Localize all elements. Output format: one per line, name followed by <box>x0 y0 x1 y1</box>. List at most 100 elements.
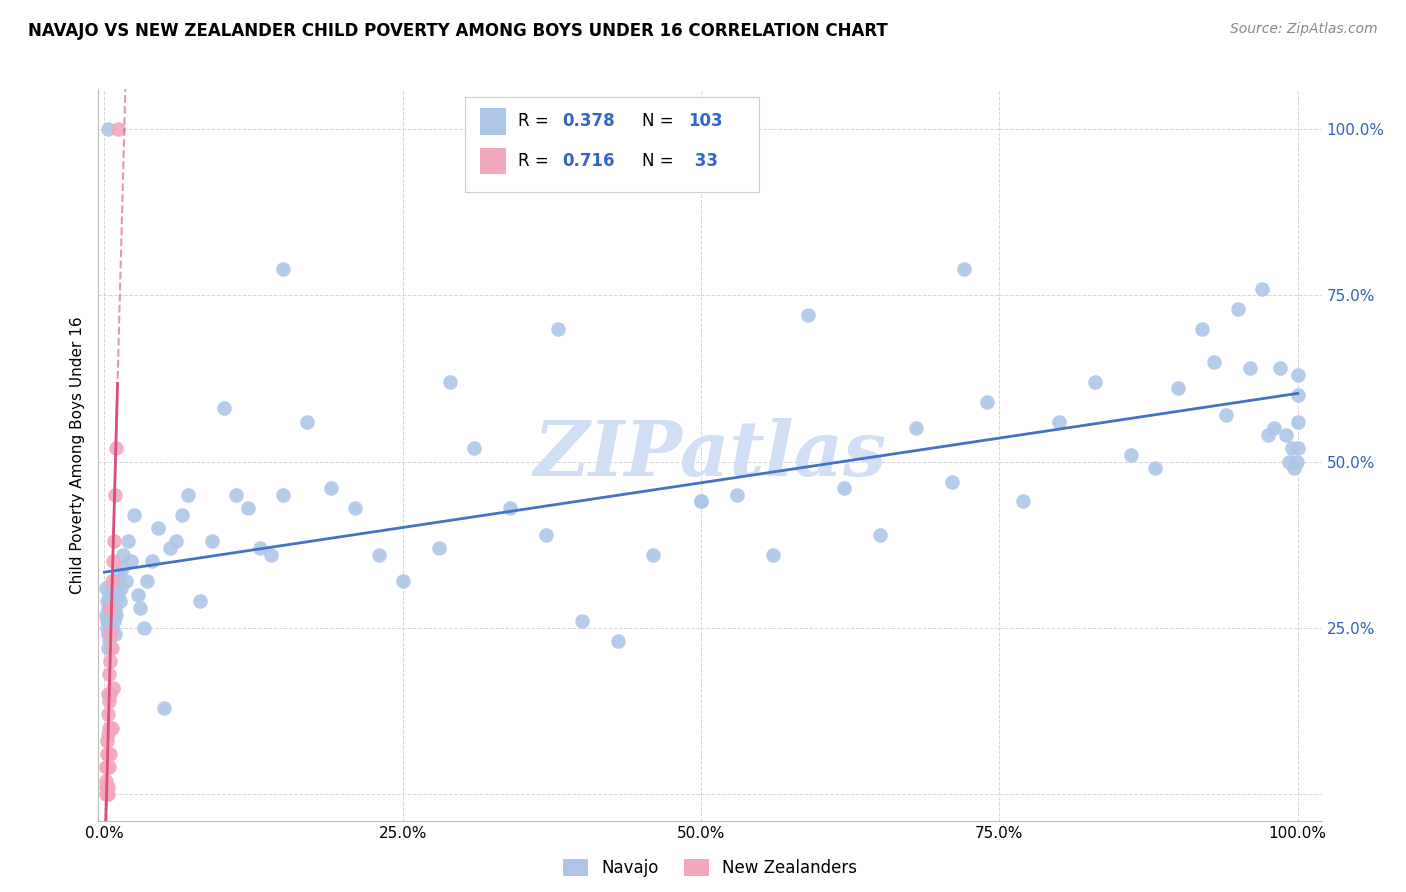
Point <box>100 621 122 635</box>
Point <box>343 501 366 516</box>
Text: Source: ZipAtlas.com: Source: ZipAtlas.com <box>1230 22 1378 37</box>
Point <box>1119 448 1142 462</box>
Point <box>1012 494 1035 508</box>
Point <box>606 634 628 648</box>
Point <box>97 687 120 701</box>
Point <box>762 548 785 562</box>
Point <box>1167 381 1189 395</box>
Point <box>94 581 117 595</box>
Point <box>94 787 117 801</box>
Point <box>1278 454 1301 468</box>
Point <box>117 534 139 549</box>
Point <box>1286 388 1309 402</box>
Point <box>1251 282 1274 296</box>
Point <box>212 401 235 416</box>
Point <box>96 594 118 608</box>
Point <box>153 700 176 714</box>
Point <box>132 621 155 635</box>
Point <box>177 488 200 502</box>
Point <box>98 634 121 648</box>
Point <box>1239 361 1261 376</box>
Point <box>1285 454 1308 468</box>
Point <box>97 787 120 801</box>
Point <box>98 588 121 602</box>
Point <box>101 554 124 568</box>
Point <box>115 574 138 589</box>
Point <box>976 394 998 409</box>
Point <box>690 494 713 508</box>
Point <box>165 534 187 549</box>
Point <box>1143 461 1166 475</box>
Point <box>98 627 121 641</box>
Point <box>97 600 120 615</box>
Point <box>98 667 121 681</box>
Point <box>94 760 117 774</box>
Point <box>97 747 120 761</box>
Point <box>1286 415 1309 429</box>
Point <box>107 588 129 602</box>
Point <box>1263 421 1285 435</box>
Point <box>273 261 295 276</box>
Point <box>103 614 125 628</box>
Point <box>571 614 593 628</box>
Point <box>201 534 224 549</box>
Point <box>260 548 283 562</box>
Point <box>236 501 259 516</box>
Point <box>101 607 124 622</box>
Point <box>146 521 169 535</box>
Point <box>96 780 118 795</box>
Point <box>1191 321 1213 335</box>
Point <box>98 747 121 761</box>
Point <box>111 561 134 575</box>
Point <box>321 481 343 495</box>
Point <box>127 588 149 602</box>
Point <box>427 541 450 555</box>
Point <box>100 600 122 615</box>
Point <box>98 721 121 735</box>
Point <box>98 760 121 774</box>
Point <box>97 707 120 722</box>
Point <box>110 581 132 595</box>
Point <box>96 787 118 801</box>
Point <box>1286 442 1309 456</box>
Point <box>1215 408 1237 422</box>
Point <box>797 308 820 322</box>
Point <box>225 488 247 502</box>
Point <box>97 122 120 136</box>
Legend: Navajo, New Zealanders: Navajo, New Zealanders <box>555 851 865 886</box>
Point <box>98 654 121 668</box>
Point <box>101 588 124 602</box>
Point <box>97 640 120 655</box>
Text: NAVAJO VS NEW ZEALANDER CHILD POVERTY AMONG BOYS UNDER 16 CORRELATION CHART: NAVAJO VS NEW ZEALANDER CHILD POVERTY AM… <box>28 22 887 40</box>
Point <box>1204 355 1226 369</box>
Point <box>98 607 121 622</box>
Point <box>108 594 131 608</box>
Point <box>120 554 142 568</box>
Point <box>1257 428 1279 442</box>
Point <box>94 780 117 795</box>
Point <box>98 594 121 608</box>
Point <box>725 488 748 502</box>
Point <box>98 694 121 708</box>
Point <box>98 600 121 615</box>
Point <box>122 508 145 522</box>
Point <box>1281 442 1303 456</box>
Point <box>941 475 963 489</box>
Point <box>104 488 127 502</box>
Point <box>107 567 129 582</box>
Point <box>94 607 117 622</box>
Point <box>96 760 118 774</box>
Point <box>97 627 120 641</box>
Point <box>1275 428 1298 442</box>
Point <box>643 548 665 562</box>
Point <box>188 594 211 608</box>
Point <box>100 574 122 589</box>
Point <box>1286 368 1309 383</box>
Point <box>170 508 193 522</box>
Point <box>107 122 129 136</box>
Point <box>1084 375 1107 389</box>
Point <box>1268 361 1291 376</box>
Point <box>1047 415 1070 429</box>
Point <box>104 600 127 615</box>
Point <box>97 780 120 795</box>
